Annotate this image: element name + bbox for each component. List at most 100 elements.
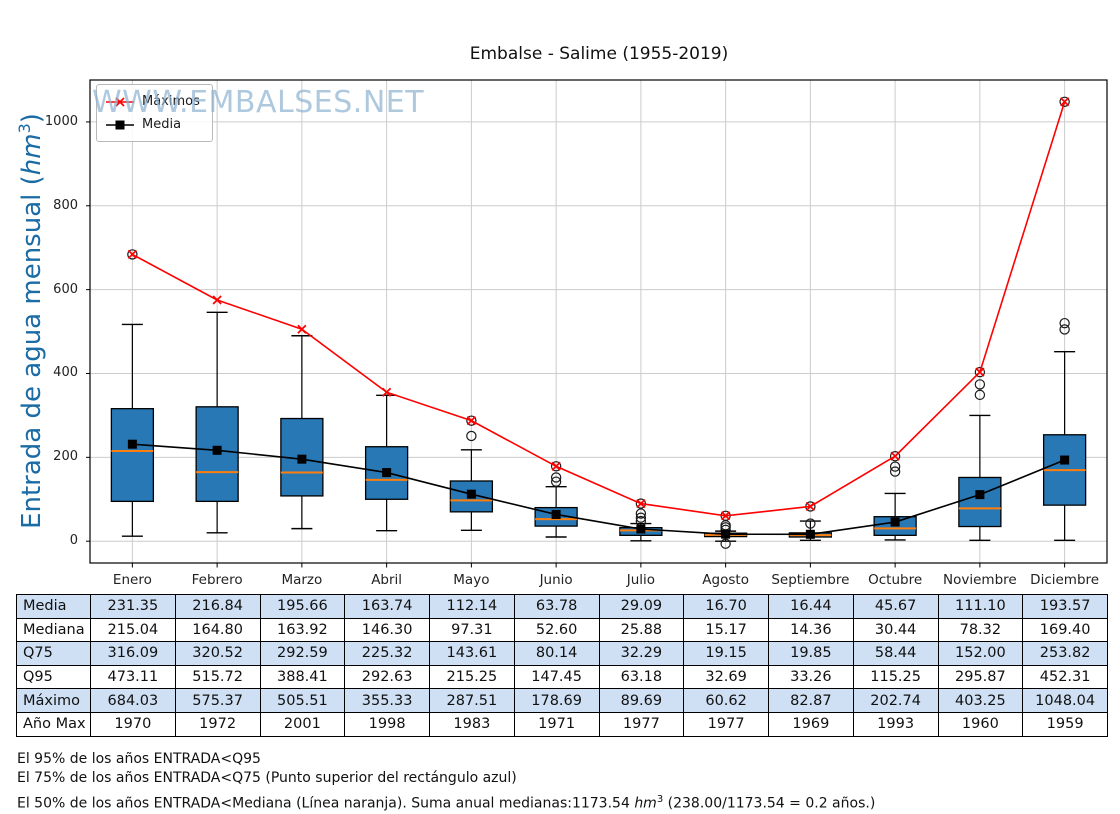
outlier-circle-icon <box>550 461 562 472</box>
maximos-marker-icon <box>466 416 476 426</box>
table-cell: 60.62 <box>683 688 769 713</box>
x-tick-label-septiembre: Septiembre <box>771 572 850 588</box>
outlier-circle-icon <box>720 538 731 549</box>
media-marker-icon <box>890 517 900 527</box>
media-marker-icon <box>721 529 731 539</box>
table-cell: 1977 <box>683 711 769 737</box>
y-tick-label: 400 <box>53 365 78 381</box>
x-tick-label-diciembre: Diciembre <box>1030 572 1100 588</box>
table-row-año-max: Año Max 1970 1972 2001 1998 1983 1971 1977 1977 1… <box>16 711 1108 737</box>
y-tick-label: 0 <box>69 533 78 549</box>
table-cell: 16.70 <box>683 594 769 619</box>
table-cell: 33.26 <box>768 664 854 690</box>
box <box>110 408 155 503</box>
table-row-mediana: Mediana 215.04 164.80 163.92 146.30 97.31 52.6… <box>16 617 1108 643</box>
table-row-media: Media 231.35 216.84 195.66 163.74 112.14 63.78… <box>16 594 1108 619</box>
table-cell: 225.32 <box>344 641 430 666</box>
gridlines <box>90 80 1107 563</box>
table-row-q75: Q75 316.09 320.52 292.59 225.32 143.61 80.14 32… <box>16 641 1108 666</box>
y-axis-label-exponent: 3 <box>15 123 35 134</box>
table-cell: 1993 <box>852 711 939 737</box>
chart-title: Embalse - Salime (1955-2019) <box>469 44 729 64</box>
maximos-marker-icon <box>1060 97 1070 107</box>
note-line-median: El 50% de los años ENTRADA<Mediana (Líne… <box>17 794 876 812</box>
table-cell: 52.60 <box>513 617 600 643</box>
maximos-line <box>127 97 1070 521</box>
table-cell: 146.30 <box>344 617 430 643</box>
media-marker-icon <box>805 529 815 539</box>
table-cell: 169.40 <box>1022 617 1108 643</box>
maximos-marker-icon <box>382 387 392 397</box>
table-cell: 1970 <box>90 711 176 737</box>
x-tick-label-junio: Junio <box>539 572 573 588</box>
x-tick-label-mayo: Mayo <box>453 572 490 588</box>
row-label: Q95 <box>16 664 91 690</box>
table-cell: 452.31 <box>1022 664 1108 690</box>
table-cell: 63.18 <box>598 664 685 690</box>
table-cell: 111.10 <box>937 594 1024 619</box>
boxplot-Noviembre <box>958 414 1002 542</box>
table-cell: 231.35 <box>90 594 176 619</box>
maximos-legend-icon <box>106 96 134 107</box>
statistics-table: Media 231.35 216.84 195.66 163.74 112.14 63.78… <box>16 594 1108 737</box>
table-cell: 1972 <box>174 711 261 737</box>
table-cell: 32.29 <box>598 641 685 666</box>
table-cell: 253.82 <box>1022 641 1108 666</box>
row-label: Mediana <box>16 617 91 643</box>
table-cell: 45.67 <box>852 594 939 619</box>
media-marker-icon <box>127 439 137 449</box>
x-tick-label-febrero: Febrero <box>191 572 243 588</box>
table-cell: 30.44 <box>852 617 939 643</box>
legend-item-media: Media <box>105 113 200 136</box>
table-cell: 403.25 <box>937 688 1024 713</box>
legend-item-maximos: Máximos <box>105 90 200 113</box>
table-cell: 1971 <box>513 711 600 737</box>
table-cell: 25.88 <box>598 617 685 643</box>
maximos-marker-icon <box>890 451 900 461</box>
boxplot-Abril <box>364 394 409 532</box>
table-cell: 292.63 <box>344 664 430 690</box>
x-tick-label-julio: Julio <box>626 572 656 588</box>
outlier-circle-icon <box>974 389 986 401</box>
y-axis-label-text: Entrada de agua mensual ( <box>16 175 47 529</box>
outlier-circle-icon <box>466 430 477 442</box>
table-cell: 19.15 <box>683 641 769 666</box>
table-cell: 505.51 <box>259 688 346 713</box>
maximos-marker-icon <box>805 501 815 512</box>
outlier-circle-icon <box>127 249 138 260</box>
boxplot-Febrero <box>195 311 239 534</box>
table-cell: 147.45 <box>513 664 600 690</box>
table-cell: 216.84 <box>174 594 261 619</box>
table-cell: 82.87 <box>768 688 854 713</box>
table-cell: 316.09 <box>90 641 176 666</box>
table-cell: 215.25 <box>429 664 515 690</box>
table-cell: 355.33 <box>344 688 430 713</box>
media-marker-icon <box>1060 455 1070 465</box>
row-label: Media <box>16 594 91 619</box>
table-cell: 292.59 <box>259 641 346 666</box>
table-cell: 63.78 <box>513 594 600 619</box>
row-label: Q75 <box>16 641 91 666</box>
table-cell: 152.00 <box>937 641 1024 666</box>
maximos-marker-icon <box>297 324 307 334</box>
media-marker-icon <box>297 454 307 464</box>
table-cell: 178.69 <box>513 688 600 713</box>
table-cell: 97.31 <box>429 617 515 643</box>
table-cell: 287.51 <box>429 688 515 713</box>
table-row-máximo: Máximo 684.03 575.37 505.51 355.33 287.51 178.… <box>16 688 1108 713</box>
legend: Máximos Media <box>96 84 213 142</box>
maximos-marker-icon <box>975 367 985 377</box>
x-tick-label-enero: Enero <box>112 572 152 588</box>
outlier-circle-icon <box>889 466 901 477</box>
maximos-marker-icon <box>721 511 731 521</box>
table-cell: 215.04 <box>90 617 176 643</box>
media-marker-icon <box>212 445 222 455</box>
table-cell: 515.72 <box>174 664 261 690</box>
tick-marks <box>86 121 1066 568</box>
box <box>958 476 1002 528</box>
table-cell: 163.92 <box>259 617 346 643</box>
maximos-marker-icon <box>127 249 137 260</box>
row-label: Año Max <box>16 711 91 737</box>
x-tick-label-noviembre: Noviembre <box>943 572 1017 588</box>
table-cell: 29.09 <box>598 594 685 619</box>
